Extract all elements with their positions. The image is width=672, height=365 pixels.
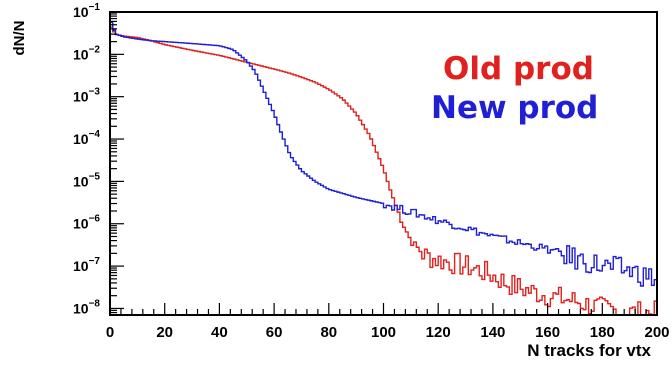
series-line-old-prod xyxy=(110,26,657,316)
x-tick-label: 160 xyxy=(535,324,560,341)
x-tick-labels: 0 20 40 60 80 100 120 140 160 180 200 xyxy=(106,324,670,341)
y-tick-label: 10−4 xyxy=(73,129,100,147)
x-tick-label: 120 xyxy=(426,324,451,341)
y-tick-label: 10−8 xyxy=(73,298,100,316)
legend-entry-old-prod: Old prod xyxy=(443,51,594,87)
y-tick-label: 10−6 xyxy=(73,214,100,232)
y-tick-label: 10−3 xyxy=(73,87,100,105)
series-line-new-prod xyxy=(110,21,657,287)
x-tick-label: 200 xyxy=(644,324,669,341)
series-layer xyxy=(110,21,657,316)
x-tick-label: 140 xyxy=(480,324,505,341)
x-tick-label: 100 xyxy=(371,324,396,341)
y-tick-label: 10−1 xyxy=(73,2,100,20)
legend-entry-new-prod: New prod xyxy=(431,90,598,126)
y-tick-label: 10−7 xyxy=(73,256,100,274)
x-tick-label: 20 xyxy=(156,324,173,341)
x-tick-label: 60 xyxy=(266,324,283,341)
y-tick-label: 10−5 xyxy=(73,171,100,189)
x-tick-label: 80 xyxy=(320,324,337,341)
y-tick-labels: 10−1 10−2 10−3 10−4 10−5 10−6 10−7 10−8 xyxy=(73,2,100,316)
x-tick-label: 40 xyxy=(211,324,228,341)
y-axis-label: dN/N xyxy=(11,21,28,56)
y-tick-label: 10−2 xyxy=(73,44,100,62)
tick-layer xyxy=(109,11,658,316)
x-tick-label: 0 xyxy=(106,324,114,341)
x-tick-label: 180 xyxy=(590,324,615,341)
x-axis-label: N tracks for vtx xyxy=(527,341,651,360)
